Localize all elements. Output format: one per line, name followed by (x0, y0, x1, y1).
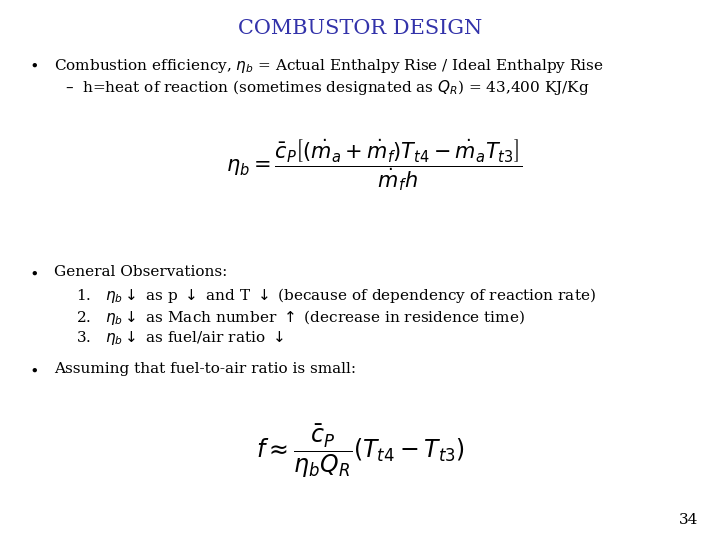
Text: 34: 34 (679, 512, 698, 526)
Text: General Observations:: General Observations: (54, 265, 228, 279)
Text: 3.   $\eta_b \downarrow$ as fuel/air ratio $\downarrow$: 3. $\eta_b \downarrow$ as fuel/air ratio… (76, 329, 284, 347)
Text: $\bullet$: $\bullet$ (29, 362, 37, 377)
Text: $\bullet$: $\bullet$ (29, 57, 37, 72)
Text: $\bullet$: $\bullet$ (29, 265, 37, 280)
Text: –  h=heat of reaction (sometimes designated as $Q_R$) = 43,400 KJ/Kg: – h=heat of reaction (sometimes designat… (65, 78, 589, 97)
Text: Assuming that fuel-to-air ratio is small:: Assuming that fuel-to-air ratio is small… (54, 362, 356, 376)
Text: $\eta_b = \dfrac{\bar{c}_P \left[(\dot{m}_a + \dot{m}_f)T_{t4} - \dot{m}_a T_{t3: $\eta_b = \dfrac{\bar{c}_P \left[(\dot{m… (226, 137, 523, 193)
Text: 1.   $\eta_b \downarrow$ as p $\downarrow$ and T $\downarrow$ (because of depend: 1. $\eta_b \downarrow$ as p $\downarrow$… (76, 286, 595, 305)
Text: Combustion efficiency, $\eta_b$ = Actual Enthalpy Rise / Ideal Enthalpy Rise: Combustion efficiency, $\eta_b$ = Actual… (54, 57, 604, 75)
Text: $f \approx \dfrac{\bar{c}_P}{\eta_b Q_R} \left(T_{t4} - T_{t3}\right)$: $f \approx \dfrac{\bar{c}_P}{\eta_b Q_R}… (256, 422, 464, 480)
Text: COMBUSTOR DESIGN: COMBUSTOR DESIGN (238, 19, 482, 38)
Text: 2.   $\eta_b \downarrow$ as Mach number $\uparrow$ (decrease in residence time): 2. $\eta_b \downarrow$ as Mach number $\… (76, 308, 525, 327)
